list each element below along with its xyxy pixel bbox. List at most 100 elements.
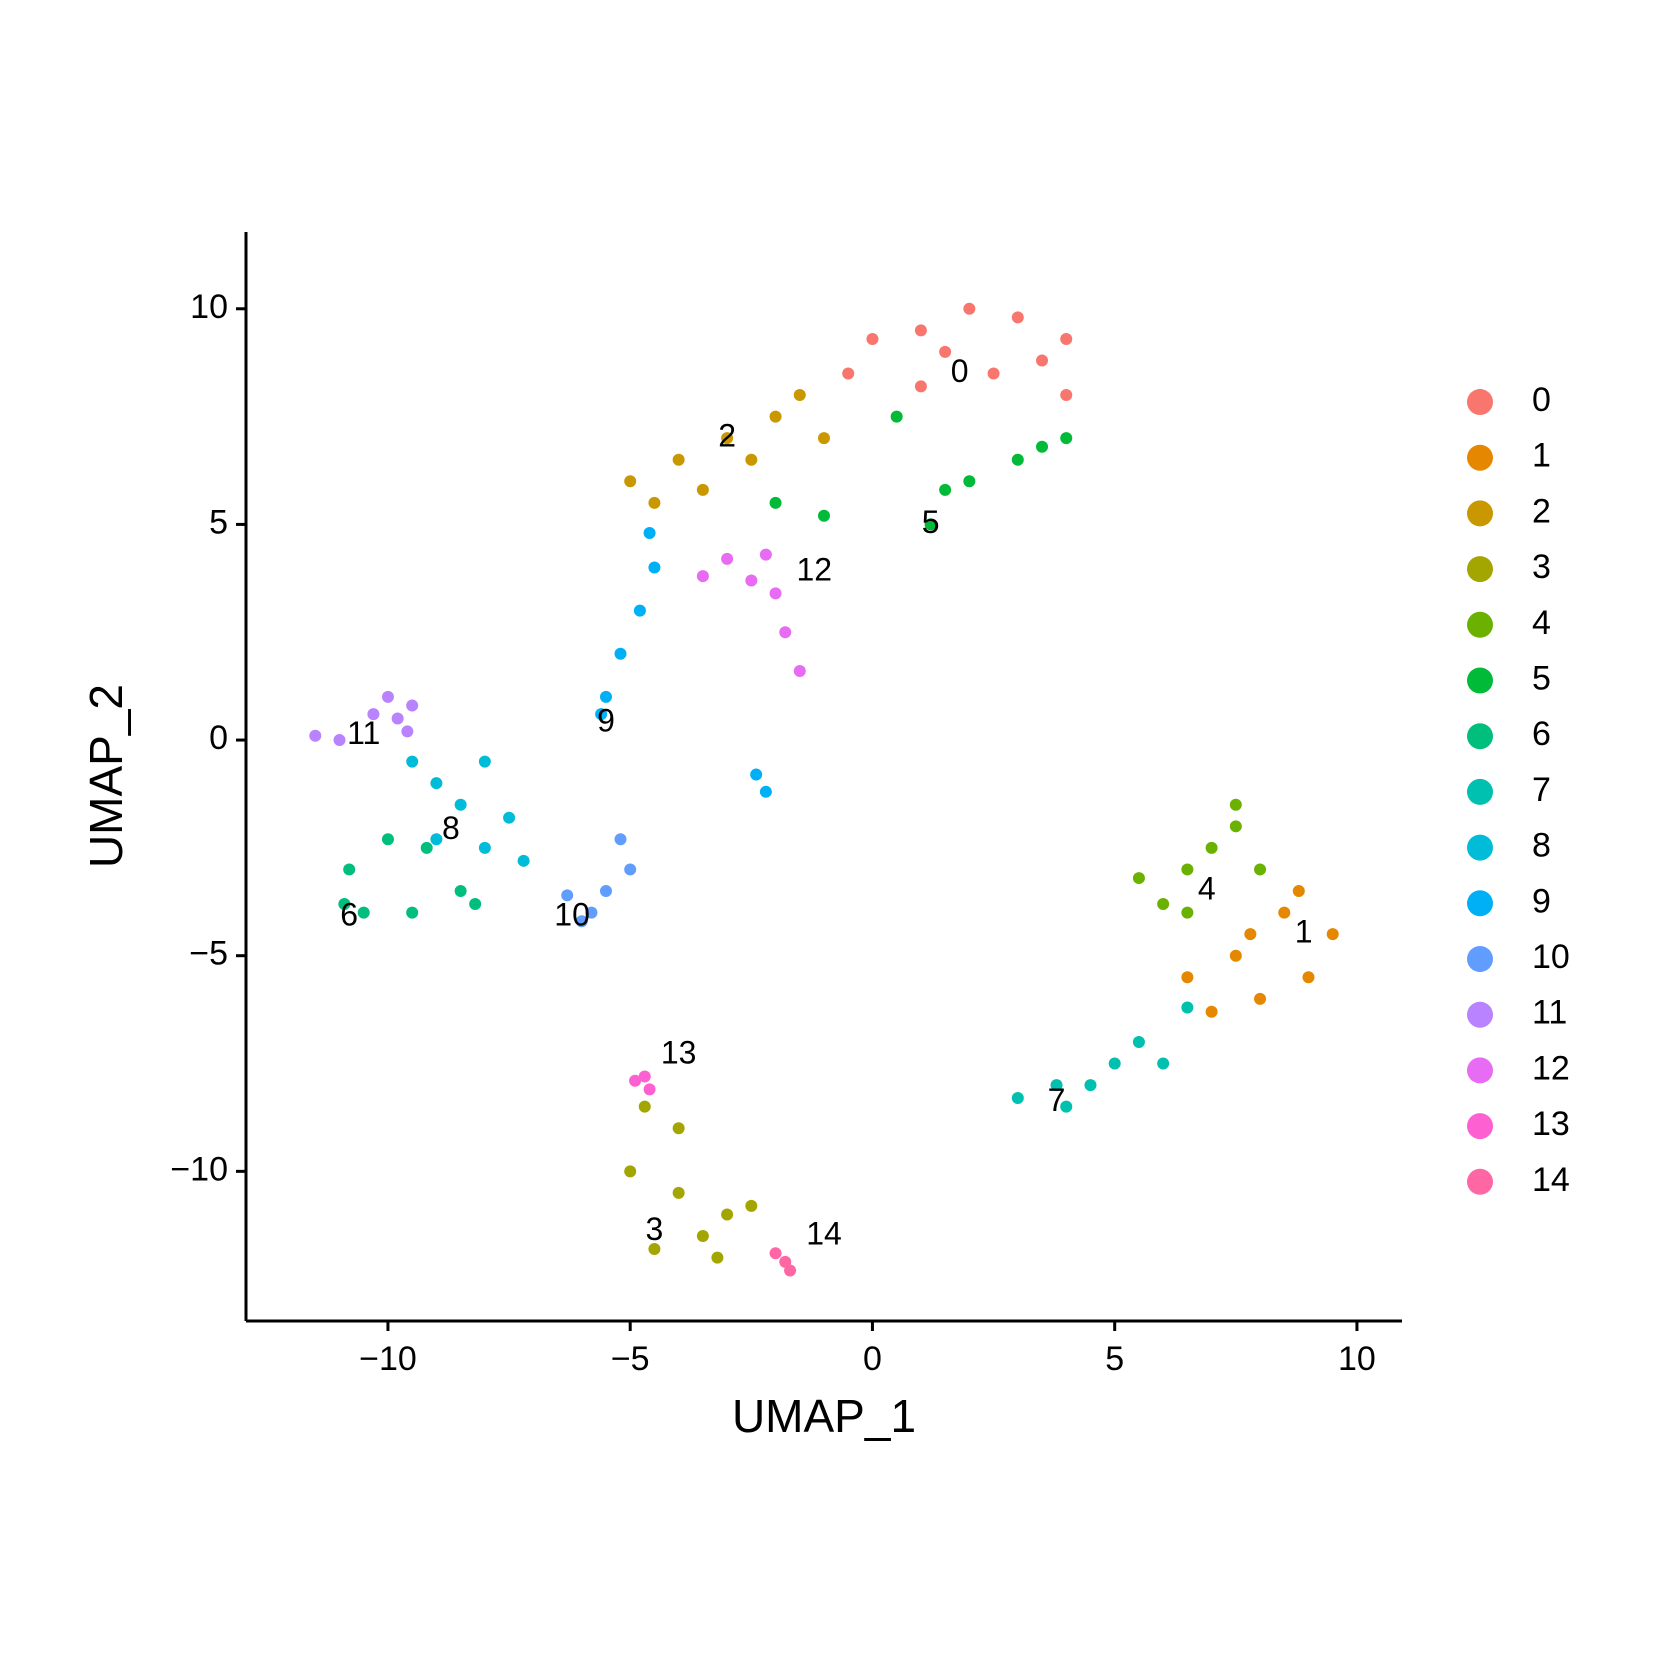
legend-swatch (1467, 611, 1493, 638)
point (406, 699, 419, 712)
point (745, 574, 758, 587)
point (696, 483, 709, 496)
point (643, 527, 656, 540)
point (599, 885, 612, 898)
point (987, 367, 1000, 380)
cluster-label: 1 (1295, 914, 1313, 950)
point (759, 785, 772, 798)
legend-label: 6 (1532, 715, 1551, 753)
x-tick-label: 10 (1338, 1340, 1376, 1378)
x-tick-label: 0 (863, 1340, 882, 1378)
legend-label: 13 (1532, 1105, 1570, 1143)
point (1292, 885, 1305, 898)
y-axis-title: UMAP_2 (80, 684, 132, 868)
point (1181, 1001, 1194, 1014)
point (648, 561, 661, 574)
cluster-label: 9 (597, 702, 615, 738)
point (420, 841, 433, 854)
y-tick-label: 10 (190, 288, 228, 326)
legend-label: 3 (1532, 548, 1551, 586)
point (769, 410, 782, 423)
legend-label: 12 (1532, 1049, 1570, 1087)
point (939, 483, 952, 496)
cluster-label: 5 (922, 504, 940, 540)
point (818, 509, 830, 522)
point (629, 1074, 642, 1087)
x-axis-title: UMAP_1 (732, 1390, 916, 1442)
point (1036, 354, 1049, 367)
cluster-label: 4 (1198, 870, 1216, 906)
point (517, 854, 530, 867)
point (624, 1165, 637, 1178)
legend-swatch (1467, 444, 1493, 471)
cluster-label: 8 (442, 810, 460, 846)
point (381, 690, 394, 703)
point (1157, 1057, 1170, 1070)
cluster-label: 6 (340, 896, 358, 932)
cluster-label: 10 (554, 896, 590, 932)
point (430, 833, 443, 846)
point (842, 367, 855, 380)
point (914, 324, 927, 337)
x-tick-label: −5 (611, 1340, 650, 1378)
cluster-label: 12 (797, 551, 833, 587)
y-tick-label: −5 (189, 935, 228, 973)
point (1244, 928, 1257, 941)
point (599, 690, 612, 703)
point (1254, 863, 1267, 876)
point (1050, 1079, 1063, 1092)
legend-swatch (1467, 1168, 1493, 1195)
cluster-label: 7 (1048, 1082, 1066, 1118)
point (357, 906, 370, 919)
point (1084, 1079, 1097, 1092)
legend-swatch (1467, 1001, 1493, 1028)
point (890, 410, 903, 423)
point (1229, 949, 1242, 962)
legend-label: 1 (1532, 437, 1551, 475)
legend-label: 9 (1532, 882, 1551, 920)
point (1060, 1100, 1073, 1113)
point (561, 889, 574, 902)
point (469, 897, 482, 910)
point (1011, 453, 1024, 466)
point (503, 811, 516, 824)
point (1132, 1035, 1145, 1048)
point (648, 1242, 661, 1255)
point (1229, 820, 1242, 833)
point (793, 389, 806, 402)
point (672, 453, 685, 466)
point (638, 1100, 651, 1113)
point (1181, 863, 1194, 876)
point (381, 833, 394, 846)
point (759, 548, 772, 561)
legend-swatch (1467, 500, 1493, 527)
point (672, 1186, 685, 1199)
point (745, 1199, 758, 1212)
point (745, 453, 758, 466)
point (1060, 389, 1073, 402)
point (672, 1122, 685, 1135)
cluster-label: 2 (718, 418, 736, 454)
point (924, 518, 937, 531)
legend-label: 5 (1532, 659, 1551, 697)
y-tick-label: 0 (209, 719, 228, 757)
point (1060, 432, 1073, 445)
point (914, 380, 927, 393)
point (793, 665, 806, 678)
legend-swatch (1467, 1113, 1493, 1140)
x-tick-label: 5 (1105, 1340, 1124, 1378)
point (696, 570, 709, 583)
point (1036, 440, 1049, 453)
point (1060, 332, 1073, 345)
point (721, 432, 734, 445)
point (406, 755, 419, 768)
point (696, 1230, 709, 1243)
point (779, 626, 792, 639)
legend-label: 10 (1532, 938, 1570, 976)
point (769, 1247, 782, 1260)
point (963, 475, 976, 488)
point (309, 729, 322, 742)
point (454, 885, 467, 898)
cluster-label: 0 (951, 353, 969, 389)
point (1011, 311, 1024, 324)
